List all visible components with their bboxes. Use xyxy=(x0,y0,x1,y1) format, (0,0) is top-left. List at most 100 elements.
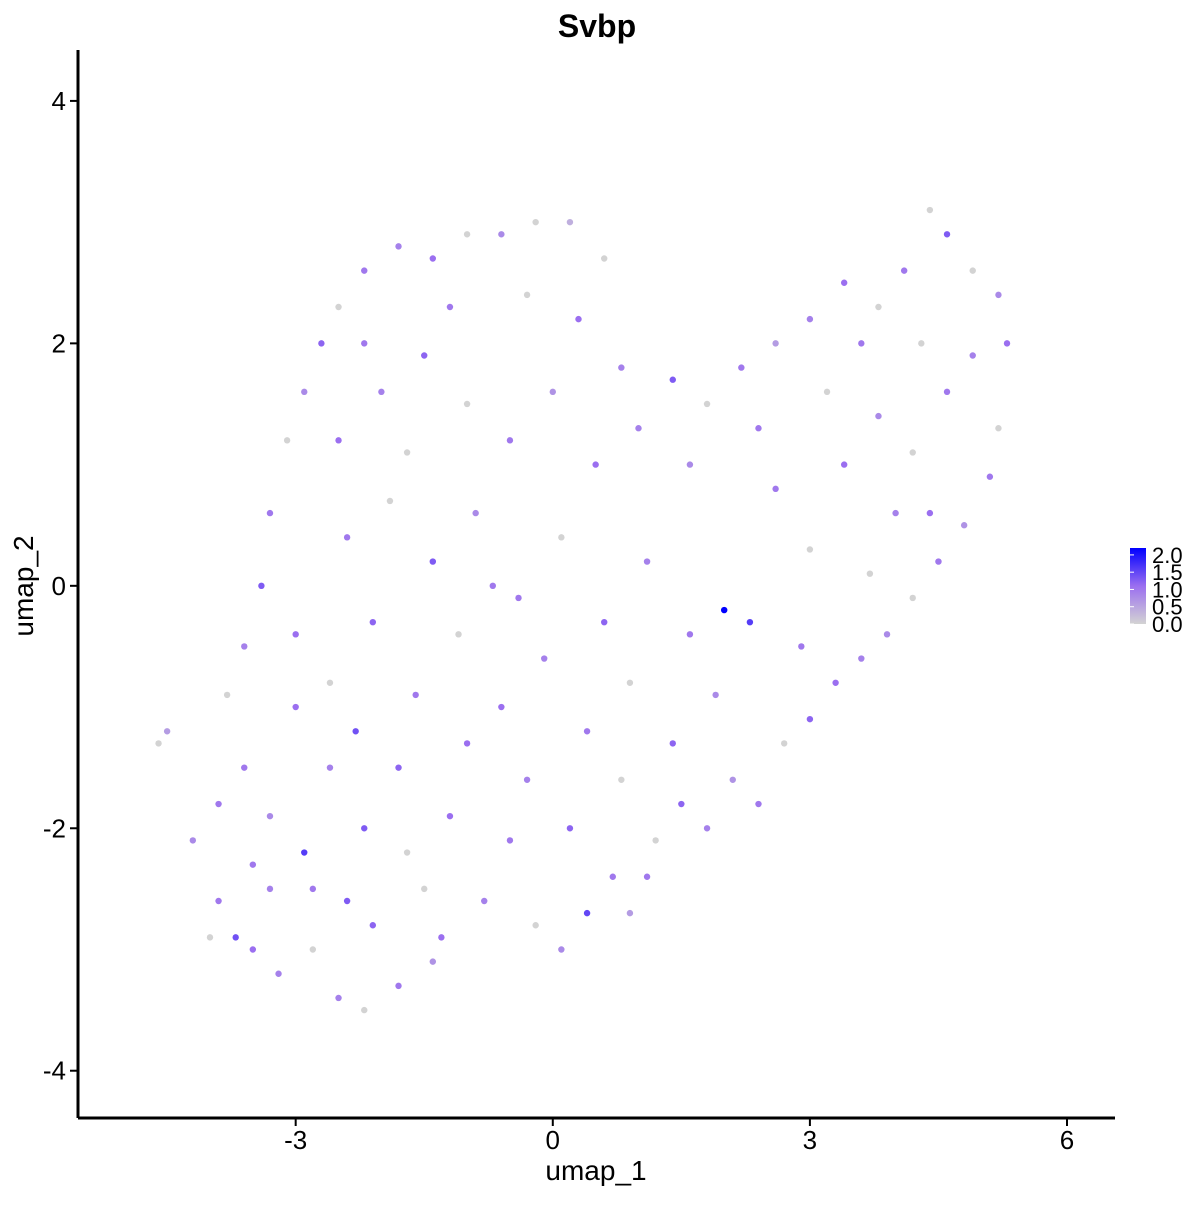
colorbar-tick-label: 0.5 xyxy=(1152,595,1183,620)
point xyxy=(909,449,916,456)
point xyxy=(823,388,831,396)
colorbar-tick-label: 1.0 xyxy=(1152,577,1183,602)
point xyxy=(969,267,976,274)
point xyxy=(301,388,308,396)
point xyxy=(669,740,676,747)
point xyxy=(780,740,788,747)
point xyxy=(995,291,1002,299)
point xyxy=(541,655,548,662)
point xyxy=(832,679,839,686)
point xyxy=(275,970,282,977)
point xyxy=(918,340,925,347)
point xyxy=(206,934,214,941)
y-axis-label: umap_2 xyxy=(8,535,39,636)
chart-title: Svbp xyxy=(558,8,636,44)
point xyxy=(686,461,694,468)
x-tick-label: 6 xyxy=(1060,1125,1074,1155)
point xyxy=(343,897,351,905)
point xyxy=(712,691,719,699)
point xyxy=(678,800,685,808)
point xyxy=(858,340,865,347)
point xyxy=(361,340,368,347)
point xyxy=(395,982,402,990)
point xyxy=(969,352,976,359)
point xyxy=(403,449,411,456)
point xyxy=(498,703,505,711)
point xyxy=(326,679,334,686)
point xyxy=(223,691,231,699)
point xyxy=(309,946,317,953)
colorbar-tick-label: 2.0 xyxy=(1152,543,1183,568)
point xyxy=(755,800,762,808)
point xyxy=(241,764,248,771)
point xyxy=(421,352,428,359)
point xyxy=(935,558,942,565)
point xyxy=(515,594,522,602)
y-tick-label: -2 xyxy=(43,813,66,843)
point xyxy=(335,437,342,444)
point xyxy=(489,582,496,590)
x-tick-label: 0 xyxy=(546,1125,560,1155)
point xyxy=(232,934,239,941)
point xyxy=(643,873,651,880)
point xyxy=(378,388,385,396)
point xyxy=(558,946,565,953)
point xyxy=(292,703,299,711)
point xyxy=(155,740,162,747)
point xyxy=(609,873,616,880)
point xyxy=(463,740,471,747)
point xyxy=(755,425,762,432)
point xyxy=(395,764,402,771)
point xyxy=(943,231,951,238)
y-tick-label: 0 xyxy=(52,571,66,601)
point xyxy=(875,412,882,420)
x-axis-label: umap_1 xyxy=(545,1155,646,1186)
point xyxy=(446,303,454,311)
point xyxy=(352,728,359,735)
point xyxy=(806,715,814,723)
point xyxy=(472,509,479,517)
point xyxy=(403,849,411,856)
point xyxy=(438,934,445,941)
point xyxy=(566,825,574,832)
point xyxy=(309,885,317,893)
point xyxy=(900,267,908,274)
point xyxy=(412,691,419,699)
point xyxy=(361,825,368,832)
point xyxy=(995,425,1002,432)
point xyxy=(241,643,248,650)
point xyxy=(455,631,462,638)
point xyxy=(909,594,916,602)
point xyxy=(798,643,805,650)
point xyxy=(361,1006,368,1014)
point xyxy=(292,631,299,638)
point xyxy=(652,837,659,844)
point xyxy=(266,509,274,517)
y-tick-label: -4 xyxy=(43,1056,66,1086)
point xyxy=(883,631,891,638)
point xyxy=(720,606,728,614)
point xyxy=(429,958,437,965)
point xyxy=(618,364,625,371)
point xyxy=(643,558,651,565)
point xyxy=(738,364,745,371)
point xyxy=(772,485,779,493)
point xyxy=(215,800,222,808)
point xyxy=(249,946,257,953)
point xyxy=(1003,340,1011,347)
point xyxy=(583,728,591,735)
point xyxy=(189,837,197,844)
point xyxy=(703,400,711,408)
point xyxy=(601,255,608,262)
point xyxy=(326,764,334,771)
point xyxy=(258,582,265,590)
point xyxy=(266,812,274,820)
point xyxy=(318,340,325,347)
point xyxy=(703,825,711,832)
point xyxy=(266,885,274,893)
point xyxy=(926,509,934,517)
colorbar-tick-label: 1.5 xyxy=(1152,560,1183,585)
point xyxy=(575,315,582,323)
point xyxy=(875,303,882,311)
point xyxy=(506,437,514,444)
